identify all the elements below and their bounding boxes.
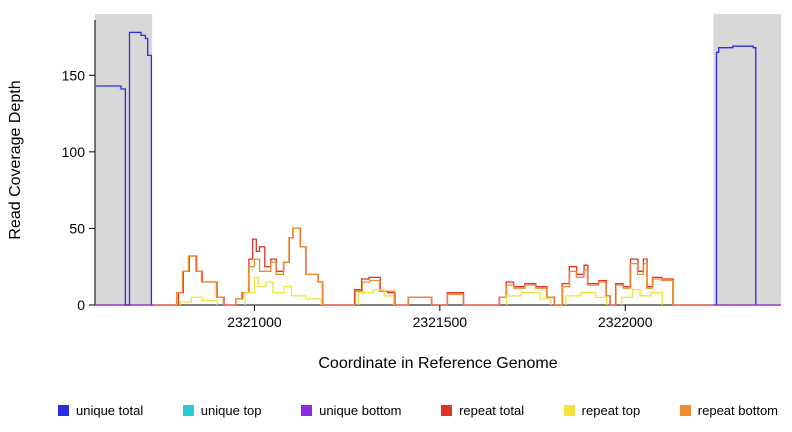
legend-swatch-unique-top bbox=[182, 404, 194, 416]
series-line-repeat-total bbox=[95, 227, 781, 306]
series-line-repeat-bottom bbox=[408, 296, 432, 305]
y-tick-label: 50 bbox=[69, 220, 85, 236]
y-axis-title: Read Coverage Depth bbox=[7, 80, 24, 239]
y-tick-label: 100 bbox=[62, 144, 86, 160]
series-line-repeat-top bbox=[357, 289, 395, 305]
legend-label-repeat-bottom: repeat bottom bbox=[697, 402, 778, 418]
x-tick-label: 2321500 bbox=[413, 314, 468, 330]
series-line-repeat-bottom bbox=[235, 227, 323, 305]
series-line-repeat-bottom bbox=[561, 269, 611, 305]
legend-label-unique-top: unique top bbox=[200, 402, 262, 418]
legend-label-repeat-top: repeat top bbox=[581, 402, 641, 418]
legend-item-repeat-total: repeat total bbox=[441, 403, 524, 418]
legend-swatch-repeat-bottom bbox=[679, 404, 691, 416]
series-line-repeat-bottom bbox=[498, 284, 555, 305]
legend-item-repeat-top: repeat top bbox=[563, 402, 641, 418]
series-line-repeat-top bbox=[244, 276, 322, 305]
legend-label-unique-bottom: unique bottom bbox=[319, 402, 402, 418]
series-line-repeat-bottom bbox=[615, 262, 674, 305]
series-line-repeat-top bbox=[565, 292, 608, 305]
series-line-unique-total bbox=[96, 31, 153, 306]
x-axis-title: Coordinate in Reference Genome bbox=[318, 355, 557, 372]
legend-label-repeat-total: repeat total bbox=[459, 402, 525, 418]
legend-label-unique-total: unique total bbox=[76, 402, 144, 418]
legend-item-unique-total: unique total bbox=[58, 403, 143, 418]
series-line-repeat-top bbox=[505, 292, 552, 305]
legend-item-unique-top: unique top bbox=[182, 402, 262, 418]
series-line-repeat-bottom bbox=[175, 255, 224, 305]
series-line-repeat-bottom bbox=[446, 293, 464, 305]
y-tick-label: 0 bbox=[77, 297, 85, 313]
legend-item-repeat-bottom: repeat bottom bbox=[679, 402, 778, 418]
legend: unique total unique top unique bottom repea… bbox=[58, 395, 778, 425]
plot-content: 2321000 2321500 2322000 0 50 100 150 bbox=[62, 14, 781, 330]
legend-swatch-repeat-total bbox=[441, 404, 453, 416]
series-line-repeat-top bbox=[179, 296, 219, 305]
series-line-repeat-top bbox=[620, 289, 663, 305]
legend-item-unique-bottom: unique bottom bbox=[301, 402, 402, 418]
legend-swatch-repeat-top bbox=[563, 404, 575, 416]
series-line-unique-total bbox=[715, 45, 757, 305]
legend-swatch-unique-total bbox=[58, 404, 69, 416]
highlight-band-0 bbox=[95, 14, 153, 305]
x-tick-label: 2322000 bbox=[598, 314, 653, 330]
plot-svg: 2321000 2321500 2322000 0 50 100 150 Read Cove… bbox=[7, 14, 781, 372]
series-line-repeat-bottom bbox=[354, 279, 395, 305]
y-tick-label: 150 bbox=[62, 67, 86, 83]
legend-swatch-unique-bottom bbox=[301, 404, 313, 416]
highlight-band-1 bbox=[713, 14, 781, 305]
x-tick-label: 2321000 bbox=[227, 314, 282, 330]
